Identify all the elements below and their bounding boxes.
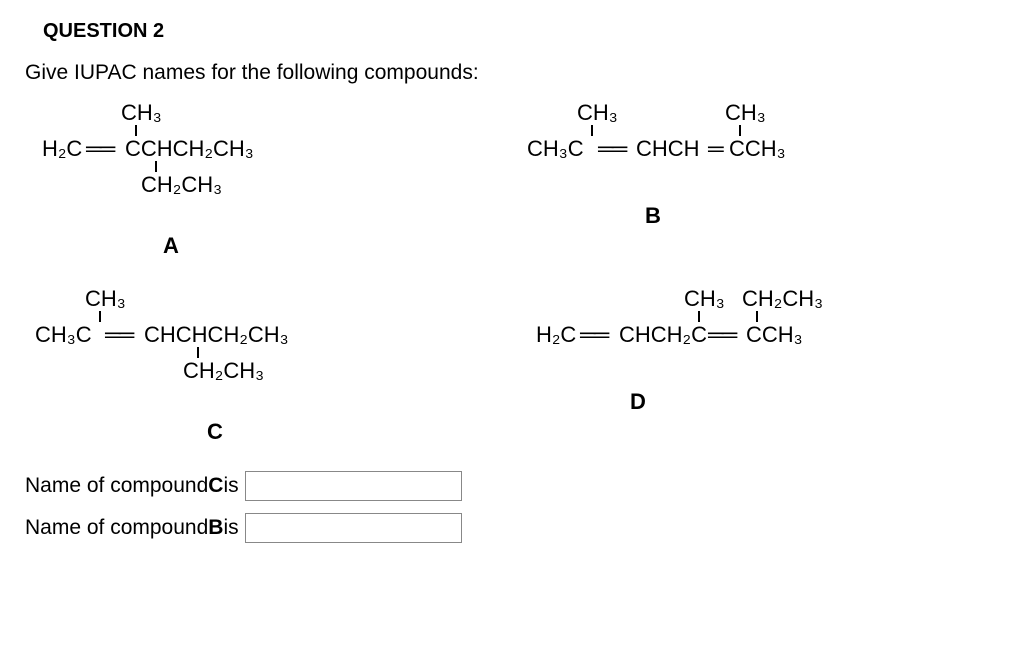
C-bottom: CH₂CH₃ — [183, 359, 264, 382]
bond-tick — [591, 125, 593, 136]
compound-row-2: CH₃ CH₃C ══ CHCHCH₂CH₃ CH₂CH₃ C CH₃ CH₂C… — [25, 283, 999, 449]
A-top: CH₃ — [121, 101, 162, 124]
D-main-pre: H₂C — [536, 323, 576, 346]
label-B: B — [645, 203, 661, 228]
dbond: ══ — [86, 137, 113, 160]
answer-input-B[interactable] — [245, 513, 462, 543]
label-C: C — [207, 419, 223, 444]
dbond: ═ — [708, 137, 722, 160]
prompt-C-pre: Name of compound — [25, 474, 208, 498]
compound-B: CH₃ CH₃ CH₃C ══ CHCH ═ CCH₃ B — [512, 97, 999, 233]
dbond: ══ — [105, 323, 132, 346]
answer-input-C[interactable] — [245, 471, 462, 501]
prompt-C-bold: C — [208, 474, 223, 498]
dbond: ══ — [598, 137, 625, 160]
structure-D: CH₃ CH₂CH₃ H₂C ══ CHCH₂C ══ CCH₃ — [512, 287, 999, 387]
prompt-B-pre: Name of compound — [25, 516, 208, 540]
A-main-mid: CCHCH₂CH₃ — [125, 137, 254, 160]
prompt-B-post: is — [223, 516, 238, 540]
B-main-end: CCH₃ — [729, 137, 786, 160]
B-top1: CH₃ — [577, 101, 618, 124]
compound-A: CH₃ H₂C ══ CCHCH₂CH₃ CH₂CH₃ A — [25, 97, 512, 263]
dbond: ══ — [580, 323, 607, 346]
prompt-B: Name of compound B is — [25, 513, 999, 543]
A-bottom: CH₂CH₃ — [141, 173, 222, 196]
D-main-mid: CHCH₂C — [619, 323, 707, 346]
bond-tick — [135, 125, 137, 136]
prompt-C-post: is — [223, 474, 238, 498]
bond-tick — [739, 125, 741, 136]
B-main-pre: CH₃C — [527, 137, 584, 160]
bond-tick — [155, 161, 157, 172]
C-main-mid: CHCHCH₂CH₃ — [144, 323, 289, 346]
D-top2: CH₂CH₃ — [742, 287, 823, 310]
instruction-text: Give IUPAC names for the following compo… — [25, 61, 999, 85]
prompt-C: Name of compound C is — [25, 471, 999, 501]
C-main-pre: CH₃C — [35, 323, 92, 346]
structure-C: CH₃ CH₃C ══ CHCHCH₂CH₃ CH₂CH₃ — [25, 287, 512, 417]
structure-B: CH₃ CH₃ CH₃C ══ CHCH ═ CCH₃ — [512, 101, 999, 201]
D-main-end: CCH₃ — [746, 323, 803, 346]
label-A: A — [163, 233, 179, 258]
D-top1: CH₃ — [684, 287, 725, 310]
prompt-B-bold: B — [208, 516, 223, 540]
compound-C: CH₃ CH₃C ══ CHCHCH₂CH₃ CH₂CH₃ C — [25, 283, 512, 449]
answer-prompts: Name of compound C is Name of compound B… — [25, 471, 999, 543]
A-main-pre: H₂C — [42, 137, 82, 160]
C-top: CH₃ — [85, 287, 126, 310]
structure-A: CH₃ H₂C ══ CCHCH₂CH₃ CH₂CH₃ — [25, 101, 512, 231]
bond-tick — [197, 347, 199, 358]
bond-tick — [698, 311, 700, 322]
question-heading: QUESTION 2 — [43, 20, 999, 43]
B-main-mid: CHCH — [636, 137, 700, 160]
label-D: D — [630, 389, 646, 414]
compound-D: CH₃ CH₂CH₃ H₂C ══ CHCH₂C ══ CCH₃ D — [512, 283, 999, 419]
bond-tick — [756, 311, 758, 322]
B-top2: CH₃ — [725, 101, 766, 124]
compound-row-1: CH₃ H₂C ══ CCHCH₂CH₃ CH₂CH₃ A CH₃ CH₃ CH… — [25, 97, 999, 263]
bond-tick — [99, 311, 101, 322]
dbond: ══ — [708, 323, 735, 346]
